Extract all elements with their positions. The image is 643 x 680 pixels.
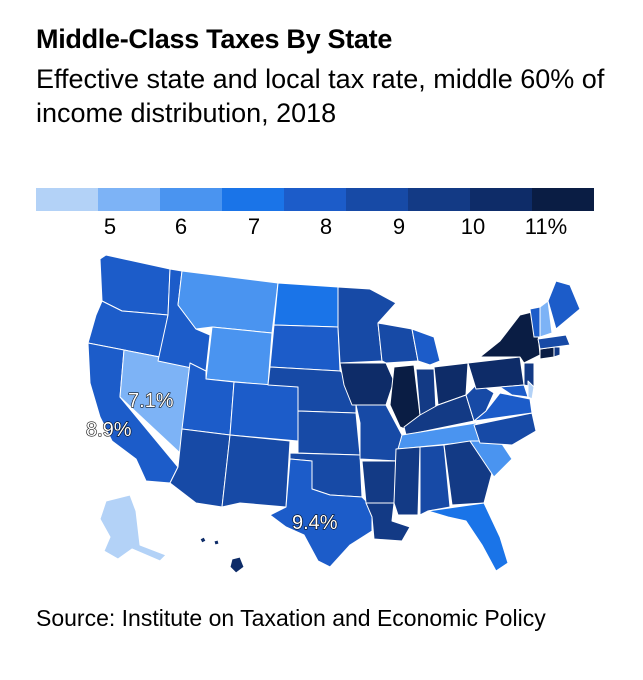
state-pennsylvania bbox=[467, 356, 525, 390]
legend-tick-5: 5 bbox=[103, 214, 117, 239]
state-mississippi bbox=[393, 446, 421, 516]
legend-swatch-9 bbox=[532, 188, 594, 211]
state-wyoming bbox=[205, 326, 273, 386]
source-note: Source: Institute on Taxation and Econom… bbox=[36, 605, 546, 631]
state-massachusetts bbox=[537, 334, 571, 350]
us-state-map-svg bbox=[87, 254, 581, 574]
state-georgia bbox=[443, 440, 493, 506]
state-maine bbox=[547, 280, 581, 330]
legend-tick-8: 8 bbox=[319, 214, 333, 239]
state-new-mexico bbox=[221, 434, 291, 508]
annotation-california: 8.9% bbox=[86, 419, 133, 442]
state-north-carolina bbox=[473, 412, 537, 446]
state-arkansas bbox=[361, 460, 399, 504]
legend-tick-9: 9 bbox=[392, 214, 406, 239]
state-rhode-island bbox=[553, 346, 561, 358]
legend-tick-11: 11% bbox=[524, 214, 568, 239]
legend-swatch-1 bbox=[36, 188, 98, 211]
us-map: 7.1% 8.9% 9.4% bbox=[0, 245, 643, 585]
legend-swatch-7 bbox=[408, 188, 470, 211]
legend-swatch-4 bbox=[222, 188, 284, 211]
state-delaware bbox=[527, 380, 535, 400]
legend-tick-7: 7 bbox=[247, 214, 261, 239]
legend-tick-6: 6 bbox=[174, 214, 188, 239]
legend-swatch-5 bbox=[284, 188, 346, 211]
color-legend bbox=[36, 188, 594, 211]
annotation-nevada: 7.1% bbox=[128, 390, 175, 413]
annotation-texas: 9.4% bbox=[292, 512, 339, 535]
state-texas bbox=[269, 458, 373, 568]
legend-swatch-8 bbox=[470, 188, 532, 211]
state-new-hampshire bbox=[539, 300, 553, 338]
state-north-dakota bbox=[273, 282, 339, 328]
state-louisiana bbox=[365, 502, 411, 542]
state-colorado bbox=[229, 381, 301, 442]
chart-title: Middle-Class Taxes By State bbox=[36, 24, 393, 54]
state-wisconsin bbox=[377, 322, 419, 364]
legend-swatch-6 bbox=[346, 188, 408, 211]
chart-subtitle: Effective state and local tax rate, midd… bbox=[36, 64, 605, 128]
state-south-dakota bbox=[269, 324, 341, 372]
state-alaska bbox=[99, 494, 167, 562]
legend-tick-10: 10 bbox=[460, 214, 486, 239]
state-hawaii bbox=[199, 536, 245, 574]
legend-swatch-3 bbox=[160, 188, 222, 211]
state-florida bbox=[427, 502, 509, 572]
state-kansas bbox=[297, 410, 361, 456]
state-michigan bbox=[411, 328, 441, 366]
state-montana bbox=[177, 270, 279, 334]
legend-swatch-2 bbox=[98, 188, 160, 211]
